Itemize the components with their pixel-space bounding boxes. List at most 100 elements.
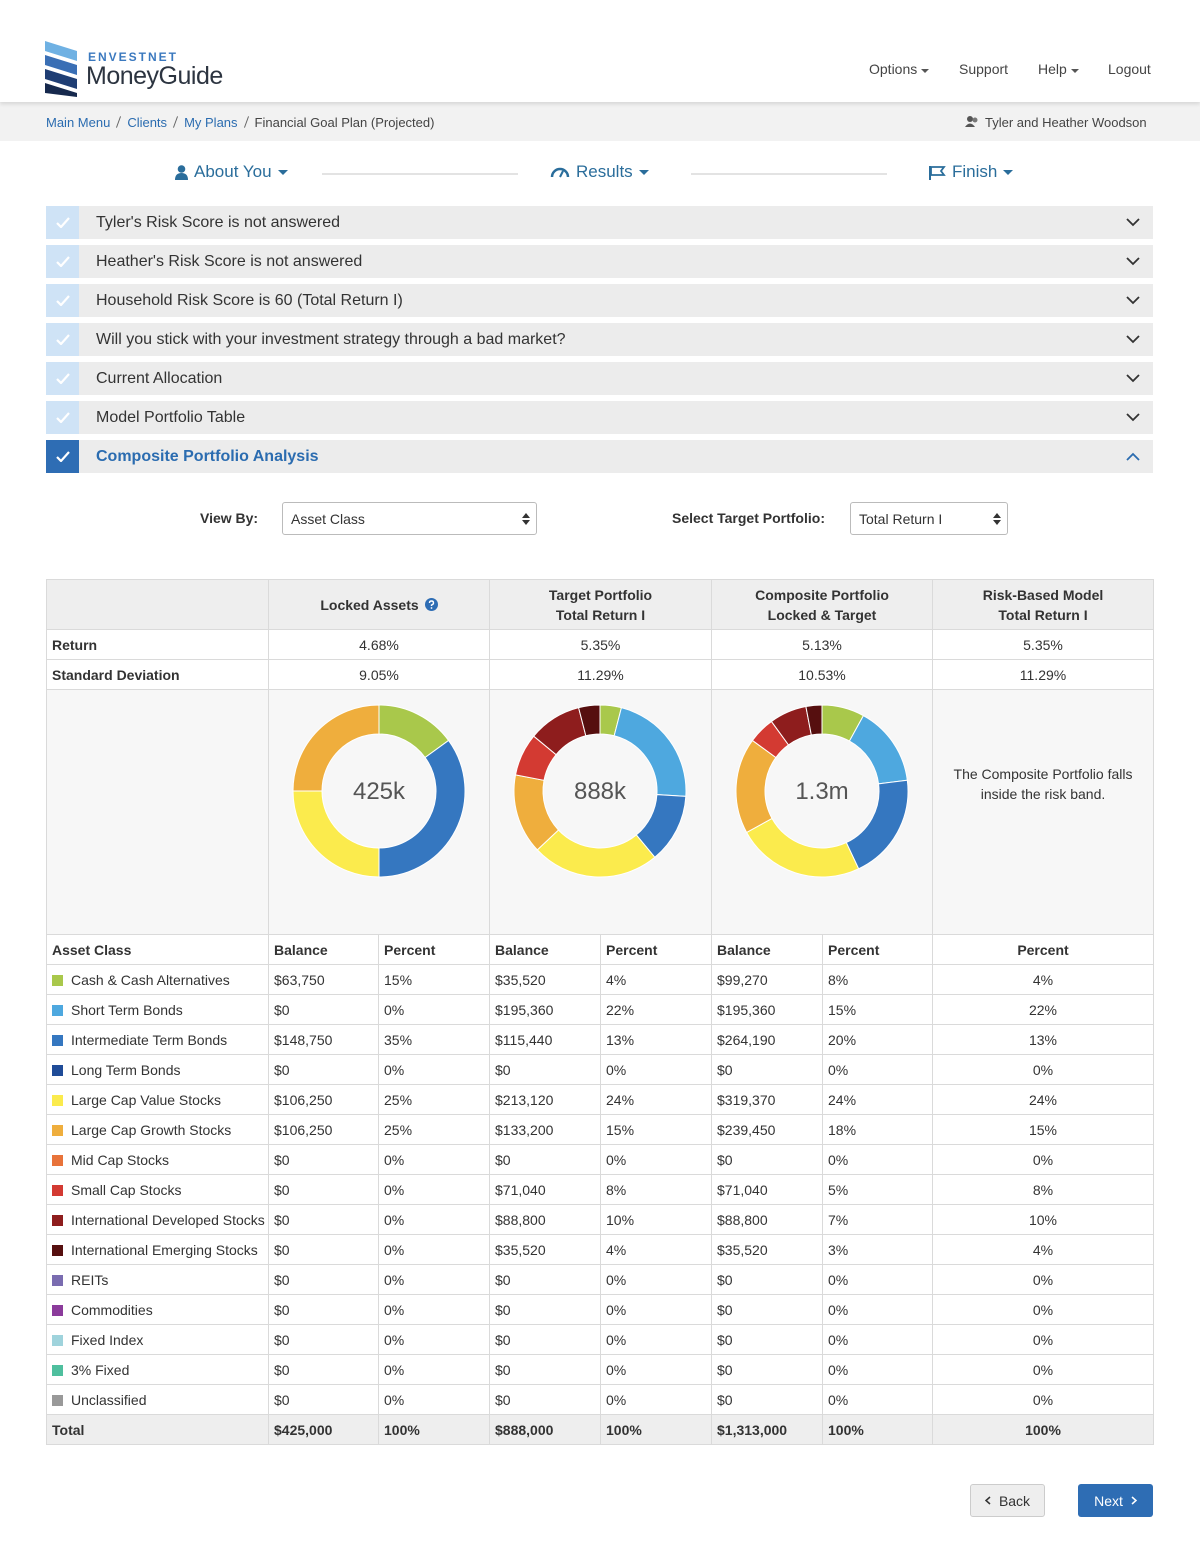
metric-value: 11.29% [489, 659, 712, 690]
client-name: Tyler and Heather Woodson [985, 115, 1147, 130]
view-by-select[interactable]: Asset Class [282, 502, 537, 535]
balance-cell: $0 [268, 994, 379, 1025]
note-cell: The Composite Portfolio falls inside the… [932, 689, 1154, 935]
asset-name: International Developed Stocks [46, 1204, 269, 1235]
donut-slice [805, 704, 823, 736]
subheader: Percent [932, 934, 1154, 965]
percent-cell: 0% [378, 1234, 490, 1265]
asset-name: Commodities [46, 1294, 269, 1325]
asset-row: 3% Fixed $0 0% $0 0% $0 0% 0% [46, 1354, 1154, 1385]
balance-cell: 0% [932, 1354, 1154, 1385]
asset-name-text: Unclassified [71, 1391, 147, 1408]
donut-slice [848, 714, 908, 785]
check-icon [55, 256, 70, 267]
nav-logout[interactable]: Logout [1108, 61, 1151, 77]
asset-row: International Developed Stocks $0 0% $88,80… [46, 1204, 1154, 1235]
header-row: Locked Assets Target Portfolio Total Retur… [46, 579, 1154, 630]
balance-cell: $0 [711, 1354, 823, 1385]
asset-name-text: REITs [71, 1271, 109, 1288]
caret [1070, 69, 1079, 73]
balance-cell: 4% [932, 1234, 1154, 1265]
accordion-item[interactable]: Current Allocation [46, 362, 1153, 395]
nav-help[interactable]: Help [1038, 61, 1080, 77]
donut-cell: 1.3m [711, 689, 933, 935]
asset-name-text: Long Term Bonds [71, 1061, 181, 1078]
column-title: Target Portfolio [495, 585, 706, 605]
check-mark [55, 373, 70, 384]
check-mark [55, 412, 70, 423]
percent-cell: 0% [822, 1354, 933, 1385]
asset-name-text: Commodities [71, 1301, 153, 1318]
step-results[interactable]: Results [550, 162, 650, 182]
nav-options[interactable]: Options [869, 61, 930, 77]
balance-cell: $0 [711, 1144, 823, 1175]
balance-cell: $0 [268, 1264, 379, 1295]
asset-name: REITs [46, 1264, 269, 1295]
percent-cell: 0% [378, 1264, 490, 1295]
percent-cell: 13% [600, 1024, 712, 1055]
balance-cell: 0% [932, 1324, 1154, 1355]
balance-cell: 4% [932, 964, 1154, 995]
target-select[interactable]: Total Return I [850, 502, 1008, 535]
help-icon[interactable] [424, 597, 438, 611]
total-cell: $888,000 [489, 1414, 601, 1445]
crumb[interactable]: My Plans [184, 115, 238, 130]
check-icon [55, 373, 70, 384]
column-title-text: Locked Assets [320, 596, 419, 613]
balance-cell: $0 [268, 1174, 379, 1205]
balance-cell: $319,370 [711, 1084, 823, 1115]
donut-cell: 888k [489, 689, 712, 935]
crumb[interactable]: Clients [127, 115, 168, 130]
back-button[interactable]: Back [970, 1484, 1045, 1517]
crumb[interactable]: Main Menu [46, 115, 111, 130]
nav-support[interactable]: Support [959, 61, 1009, 77]
metric-label: Standard Deviation [46, 659, 269, 690]
step-finish[interactable]: Finish [928, 162, 1014, 182]
percent-cell: 0% [378, 1294, 490, 1325]
percent-cell: 25% [378, 1084, 490, 1115]
accordion-item[interactable]: Will you stick with your investment stra… [46, 323, 1153, 356]
color-swatch [52, 1034, 63, 1046]
logo-icon [45, 41, 77, 97]
balance-cell: $133,200 [489, 1114, 601, 1145]
metric-value: 5.13% [711, 629, 933, 660]
accordion-item[interactable]: Composite Portfolio Analysis [46, 440, 1153, 473]
accordion-item[interactable]: Tyler's Risk Score is not answered [46, 206, 1153, 239]
asset-row: Long Term Bonds $0 0% $0 0% $0 0% 0% [46, 1054, 1154, 1085]
percent-cell: 8% [822, 964, 933, 995]
balance-cell: $88,800 [711, 1204, 823, 1235]
metric-row: Standard Deviation 9.05% 11.29% 10.53% 11.29… [46, 659, 1154, 690]
percent-cell: 0% [378, 1354, 490, 1385]
asset-row: Short Term Bonds $0 0% $195,360 22% $195,360 1… [46, 994, 1154, 1025]
color-swatch [52, 1124, 63, 1136]
column-title: Risk-Based Model [938, 585, 1148, 605]
balance-cell: $106,250 [268, 1084, 379, 1115]
percent-cell: 0% [600, 1354, 712, 1385]
asset-name: International Emerging Stocks [46, 1234, 269, 1265]
balance-cell: 0% [932, 1054, 1154, 1085]
nav-label: Options [869, 61, 918, 77]
color-swatch [52, 1064, 63, 1076]
percent-cell: 0% [822, 1264, 933, 1295]
accordion-title: Heather's Risk Score is not answered [96, 252, 363, 270]
next-button[interactable]: Next [1078, 1484, 1153, 1517]
balance-cell: $71,040 [711, 1174, 823, 1205]
donut-chart: 425k [292, 704, 466, 878]
percent-cell: 0% [822, 1294, 933, 1325]
balance-cell: $35,520 [711, 1234, 823, 1265]
check-icon [55, 217, 70, 228]
caret [1003, 169, 1014, 175]
accordion-title: Will you stick with your investment stra… [96, 330, 566, 348]
step-about[interactable]: About You [175, 162, 289, 182]
metric-value: 11.29% [932, 659, 1154, 690]
balance-cell: $63,750 [268, 964, 379, 995]
column-subtitle: Total Return I [555, 606, 646, 623]
balance-cell: $35,520 [489, 964, 601, 995]
accordion-item[interactable]: Household Risk Score is 60 (Total Return… [46, 284, 1153, 317]
column-title: Locked Assets [274, 595, 484, 615]
accordion-item[interactable]: Heather's Risk Score is not answered [46, 245, 1153, 278]
asset-name: Large Cap Growth Stocks [46, 1114, 269, 1145]
balance-cell: 15% [932, 1114, 1154, 1145]
column-header: Locked Assets [268, 579, 490, 630]
accordion-item[interactable]: Model Portfolio Table [46, 401, 1153, 434]
